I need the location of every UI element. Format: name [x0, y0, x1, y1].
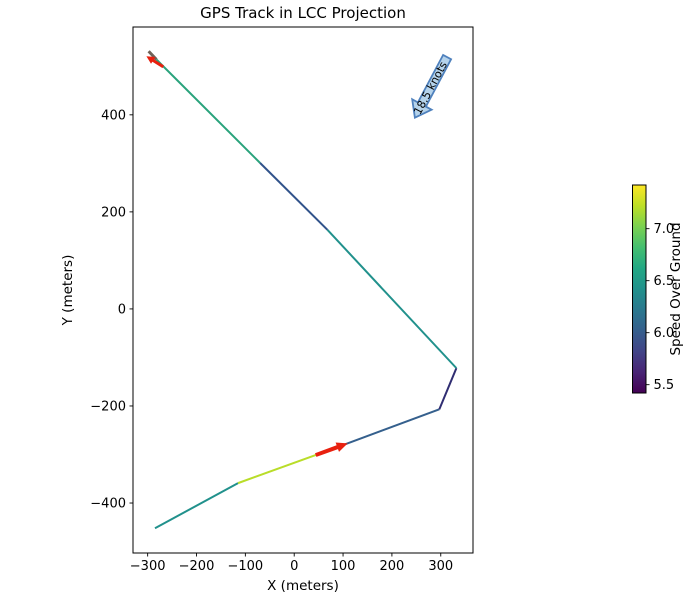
- y-axis-label: Y (meters): [60, 255, 76, 327]
- x-tick-label: −100: [227, 559, 263, 574]
- colorbar-label: Speed Over Ground: [668, 222, 684, 355]
- colorbar-tick-label: 6.5: [654, 274, 675, 289]
- heading-arrow: [315, 442, 348, 457]
- track-end-tip: [147, 50, 158, 61]
- y-tick-label: 400: [101, 108, 126, 123]
- gps-track-segment: [155, 58, 261, 164]
- plot-area-border: [132, 26, 474, 554]
- gps-track-segment: [326, 229, 458, 369]
- colorbar-tick-label: 7.0: [654, 222, 675, 237]
- y-tick-label: 200: [101, 205, 126, 220]
- x-tick-label: 200: [379, 559, 404, 574]
- gps-track-segment: [332, 408, 440, 450]
- x-tick-label: −300: [130, 559, 166, 574]
- gps-track-segment: [438, 367, 458, 410]
- gps-track-segment: [154, 482, 239, 530]
- gps-track-segment: [259, 162, 329, 231]
- colorbar: [632, 184, 647, 394]
- x-tick-label: −200: [179, 559, 215, 574]
- chart-title: GPS Track in LCC Projection: [200, 4, 406, 22]
- y-tick-label: −400: [90, 497, 126, 512]
- x-tick-label: 0: [290, 559, 298, 574]
- x-axis-label: X (meters): [267, 578, 339, 594]
- colorbar-tick-label: 6.0: [654, 326, 675, 341]
- x-tick-label: 300: [428, 559, 453, 574]
- heading-arrow: [146, 56, 165, 69]
- wind-arrow: [411, 53, 453, 120]
- y-tick-label: 0: [118, 302, 126, 317]
- y-tick-label: −200: [90, 399, 126, 414]
- x-tick-label: 100: [331, 559, 356, 574]
- colorbar-tick-label: 5.5: [654, 378, 675, 393]
